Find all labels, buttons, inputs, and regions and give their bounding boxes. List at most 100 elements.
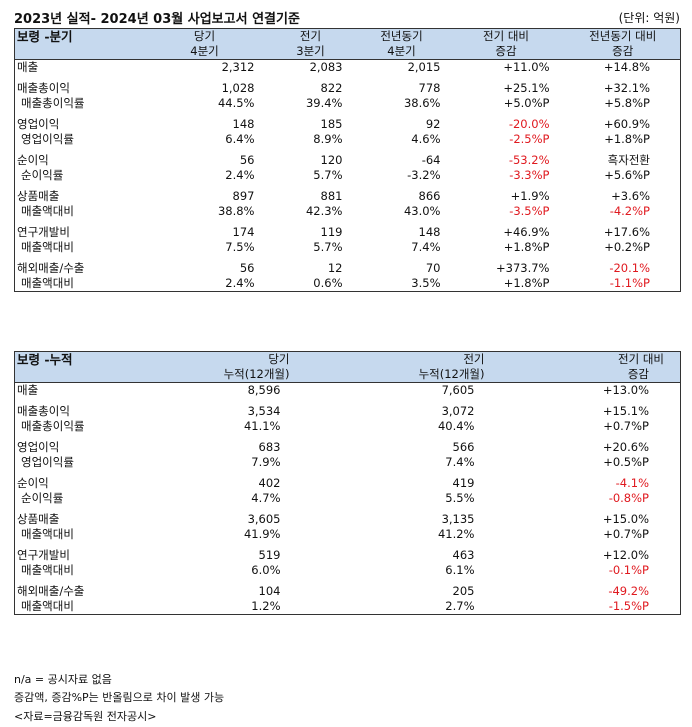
table-cell: 119 — [320, 225, 343, 239]
row-label: 매출액대비 — [21, 599, 74, 613]
q-col-header-yoy: 전년동기 — [356, 28, 447, 44]
table-cell: 5.5% — [445, 491, 475, 505]
table-row: 영업이익률 6.4% 8.9% 4.6% -2.5%P +1.8%P — [15, 132, 681, 147]
row-label: 영업이익 — [17, 117, 60, 131]
table-row: 매출 8,596 7,605 +13.0% — [15, 383, 681, 399]
table-cell: 6.1% — [445, 563, 475, 577]
table-cell: 40.4% — [437, 419, 475, 433]
row-label: 매출액대비 — [21, 204, 74, 218]
table-cell: 3,135 — [441, 512, 475, 526]
row-separator — [14, 542, 681, 548]
row-separator — [14, 147, 681, 153]
table-cell: 5.7% — [313, 240, 343, 254]
table-cell: +60.9% — [603, 117, 650, 131]
row-separator — [14, 398, 681, 404]
row-label: 상품매출 — [17, 189, 60, 203]
table-row: 영업이익 148 185 92 -20.0% +60.9% — [15, 117, 681, 132]
q-col-subheader-yoy: 4분기 — [356, 44, 447, 60]
table-row: 영업이익 683 566 +20.6% — [15, 440, 681, 455]
table-row: 매출총이익 1,028 822 778 +25.1% +32.1% — [15, 81, 681, 96]
table-cell: +20.6% — [602, 440, 649, 454]
table-row: 매출총이익 3,534 3,072 +15.1% — [15, 404, 681, 419]
table-cell: 7.4% — [411, 240, 441, 254]
table-row: 순이익률 4.7% 5.5% -0.8%P — [15, 491, 681, 506]
quarterly-body: 매출 2,312 2,083 2,015 +11.0% +14.8% 매출총이익 1,028 8… — [14, 60, 681, 292]
table-cell: 41.9% — [243, 527, 281, 541]
c-col-header-previous: 전기 — [289, 351, 485, 367]
table-cell: 3.5% — [411, 276, 441, 290]
cumulative-header-row-2: 누적(12개월) 누적(12개월) 증감 — [14, 367, 681, 383]
table-cell: 3,072 — [441, 404, 475, 418]
table-cell: +373.7% — [496, 261, 550, 275]
table-row: 매출액대비 1.2% 2.7% -1.5%P — [15, 599, 681, 615]
table-cell: -20.1% — [609, 261, 650, 275]
row-label: 매출총이익 — [17, 404, 70, 418]
table-cell: +0.7%P — [603, 527, 649, 541]
table-cell: +5.6%P — [604, 168, 650, 182]
cumulative-header-row-1: 보령 -누적 당기 전기 전기 대비 — [14, 351, 681, 367]
q-col-subheader-qoq-change: 증감 — [446, 44, 566, 60]
row-label: 연구개발비 — [17, 548, 70, 562]
table-cell: 8,596 — [247, 383, 281, 397]
table-row: 매출액대비 6.0% 6.1% -0.1%P — [15, 563, 681, 578]
table-cell: 41.2% — [437, 527, 475, 541]
table-cell: -20.0% — [508, 117, 550, 131]
table-cell: 402 — [258, 476, 281, 490]
table-cell: 2,312 — [221, 60, 255, 74]
table-row: 해외매출/수출 104 205 -49.2% — [15, 584, 681, 599]
table-row: 매출총이익률 44.5% 39.4% 38.6% +5.0%P +5.8%P — [15, 96, 681, 111]
table-cell: 1.2% — [251, 599, 281, 613]
unit-label: (단위: 억원) — [618, 11, 680, 25]
table-cell: +46.9% — [503, 225, 550, 239]
quarterly-table: 보령 -분기 당기 전기 전년동기 전기 대비 전년동기 대비 4분기 3분기 … — [14, 28, 681, 292]
table-cell: 185 — [320, 117, 343, 131]
table-cell: +0.2%P — [604, 240, 650, 254]
table-cell: 42.3% — [305, 204, 343, 218]
table-cell: 683 — [258, 440, 281, 454]
table-row: 매출 2,312 2,083 2,015 +11.0% +14.8% — [15, 60, 681, 76]
quarterly-heading: 보령 -분기 — [14, 28, 145, 44]
table-cell: -4.2%P — [609, 204, 650, 218]
table-cell: 44.5% — [217, 96, 255, 110]
table-cell: -1.5%P — [608, 599, 649, 613]
row-label: 영업이익 — [17, 440, 60, 454]
table-cell: 148 — [418, 225, 441, 239]
table-cell: +11.0% — [503, 60, 550, 74]
table-cell: +14.8% — [603, 60, 650, 74]
table-cell: +15.1% — [602, 404, 649, 418]
table-cell: 2.4% — [225, 168, 255, 182]
table-cell: 148 — [232, 117, 255, 131]
table-cell: 8.9% — [313, 132, 343, 146]
row-label: 매출액대비 — [21, 563, 74, 577]
table-cell: 6.4% — [225, 132, 255, 146]
table-cell: +13.0% — [602, 383, 649, 397]
table-cell: -3.5%P — [509, 204, 550, 218]
page-title: 2023년 실적- 2024년 03월 사업보고서 연결기준 — [14, 12, 300, 27]
row-label: 매출총이익률 — [21, 419, 85, 433]
footnote-na: n/a = 공시자료 없음 — [14, 673, 112, 686]
cumulative-table: 보령 -누적 당기 전기 전기 대비 누적(12개월) 누적(12개월) 증감 … — [14, 351, 681, 615]
quarterly-header-row-2: 4분기 3분기 4분기 증감 증감 — [14, 44, 681, 60]
row-label: 연구개발비 — [17, 225, 70, 239]
table-cell: +1.8%P — [503, 276, 550, 290]
table-cell: 778 — [418, 81, 441, 95]
table-cell: +5.0%P — [503, 96, 550, 110]
table-cell: 866 — [418, 189, 441, 203]
table-cell: +1.9% — [510, 189, 550, 203]
row-label: 매출액대비 — [21, 527, 74, 541]
table-cell: 38.6% — [403, 96, 441, 110]
q-col-subheader-current: 4분기 — [144, 44, 265, 60]
table-cell: 38.8% — [217, 204, 255, 218]
cumulative-heading: 보령 -누적 — [14, 351, 145, 367]
table-cell: -2.5%P — [509, 132, 550, 146]
table-cell: 4.6% — [411, 132, 441, 146]
table-cell: 881 — [320, 189, 343, 203]
table-cell: 7.5% — [225, 240, 255, 254]
footnote-rounding: 증감액, 증감%P는 반올림으로 차이 발생 가능 — [14, 691, 225, 704]
table-cell: -1.1%P — [609, 276, 650, 290]
table-cell: 2.7% — [445, 599, 475, 613]
table-row: 연구개발비 174 119 148 +46.9% +17.6% — [15, 225, 681, 240]
row-label: 매출 — [17, 60, 39, 74]
table-cell: 174 — [232, 225, 255, 239]
